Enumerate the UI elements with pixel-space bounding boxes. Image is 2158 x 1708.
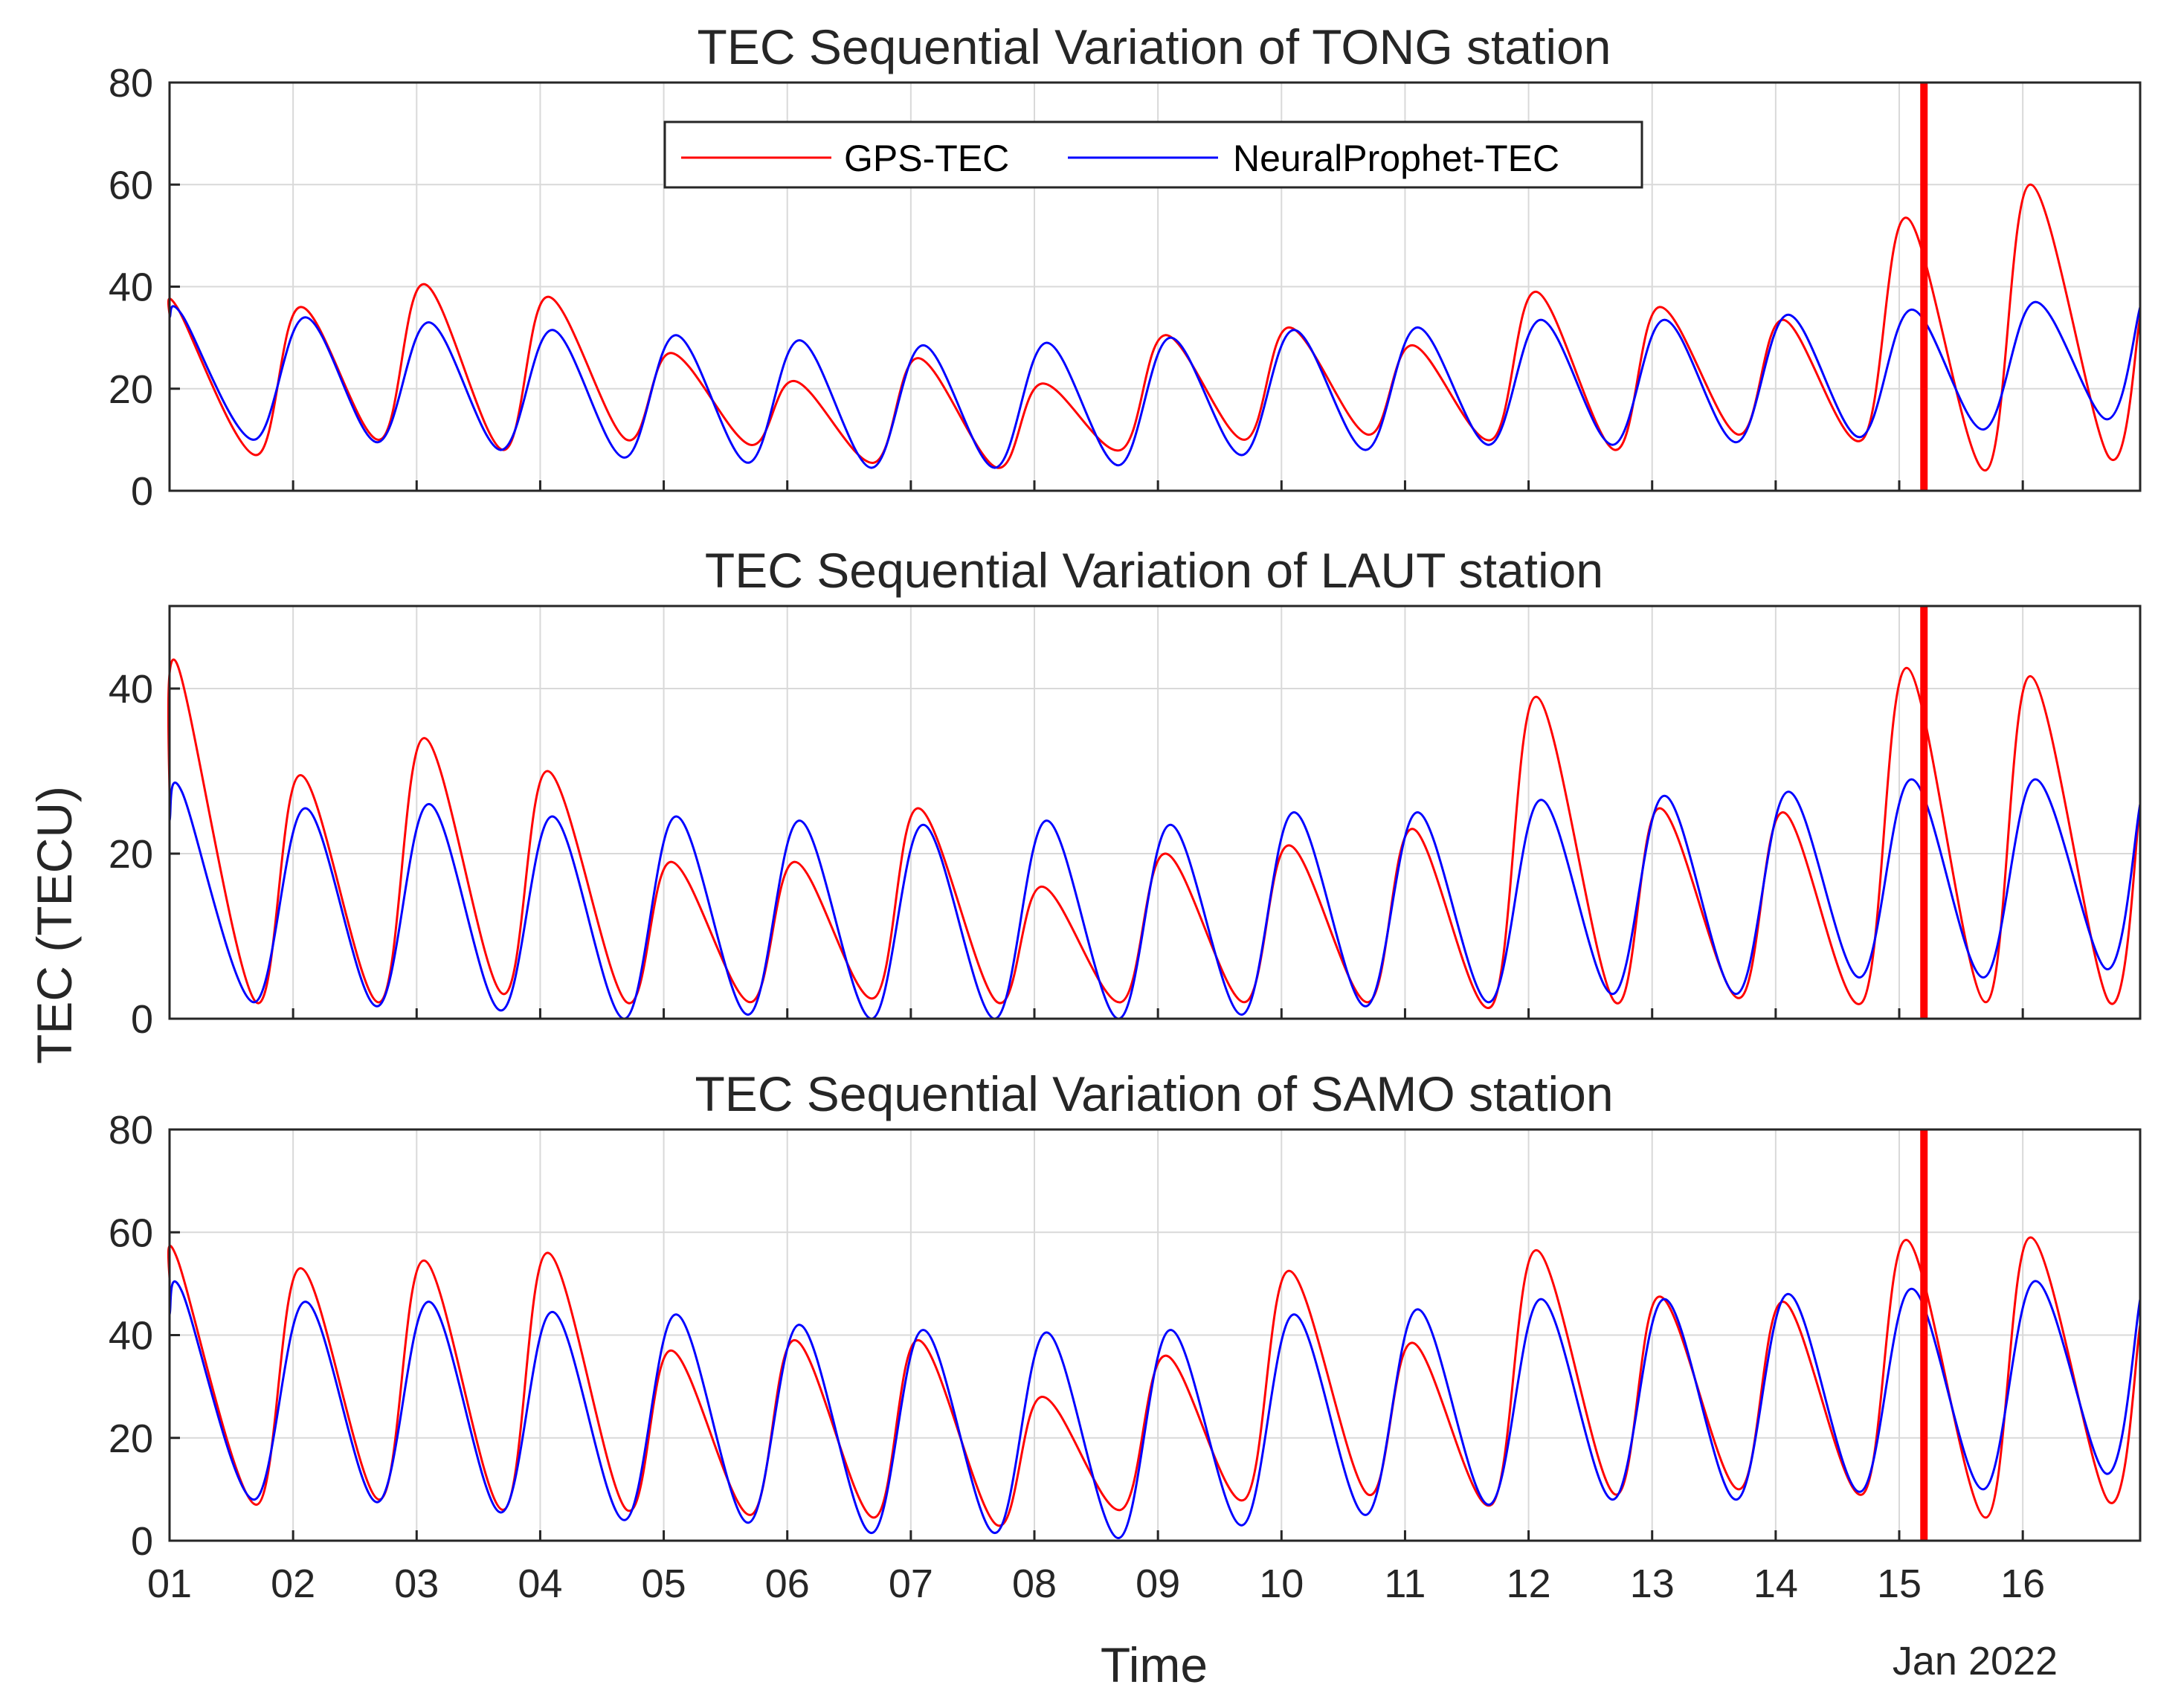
axes-frame-laut [168,605,2142,1020]
x-tick-label: 15 [1877,1562,1922,1606]
y-tick-labels-laut: 0 20 40 [109,667,153,1042]
x-tick-label: 09 [1136,1562,1180,1606]
y-tick-label: 0 [131,997,153,1042]
series-gps-tec [167,183,2142,471]
axes-box [168,1128,2142,1542]
x-tick-label: 12 [1507,1562,1551,1606]
x-tick-label: 08 [1012,1562,1057,1606]
y-tick-label: 20 [109,367,153,412]
legend-box [663,120,1643,189]
x-tick-label: 05 [642,1562,686,1606]
x-tick-label: 01 [147,1562,192,1606]
x-tick-label: 03 [394,1562,439,1606]
x-tick-label: 06 [765,1562,810,1606]
series-neuralprophet-tec [168,300,2142,469]
series-laut [167,606,2142,1020]
series-gps-tec [167,658,2142,1010]
y-tick-labels-tong: 0 20 40 60 80 [109,61,153,514]
legend-gps-label: GPS-TEC [844,138,1009,179]
x-axis-label: Time [1101,1637,1208,1692]
x-tick-label: 07 [889,1562,933,1606]
x-tick-label: 14 [1753,1562,1798,1606]
x-tick-label: 11 [1384,1562,1426,1606]
y-tick-label: 60 [109,163,153,207]
grid-laut [170,606,2140,1019]
x-tick-label: 16 [2000,1562,2045,1606]
x-tick-label: 02 [271,1562,315,1606]
y-tick-label: 20 [109,832,153,877]
panel-title-tong: TEC Sequential Variation of TONG station [698,19,1611,74]
series-tong [167,83,2142,491]
axes-box [168,605,2142,1020]
y-tick-label: 0 [131,469,153,514]
panel-tong: TEC Sequential Variation of TONG station… [109,19,2142,514]
panel-laut: TEC Sequential Variation of LAUT station… [109,543,2142,1042]
series-neuralprophet-tec [168,778,2142,1020]
panel-title-samo: TEC Sequential Variation of SAMO station [695,1066,1613,1121]
y-tick-label: 40 [109,265,153,310]
axes-frame-samo [168,1128,2142,1542]
panel-title-laut: TEC Sequential Variation of LAUT station [705,543,1603,598]
y-axis-label: TEC (TECU) [27,786,82,1064]
y-tick-label: 40 [109,1314,153,1359]
y-tick-label: 0 [131,1519,153,1564]
x-tick-label: 13 [1630,1562,1675,1606]
x-tick-label: 10 [1259,1562,1304,1606]
grid-samo [170,1129,2140,1541]
x-tick-label: 04 [518,1562,562,1606]
y-tick-label: 20 [109,1417,153,1461]
axes-box [168,81,2142,492]
panel-samo: TEC Sequential Variation of SAMO station… [109,1066,2142,1606]
series-neuralprophet-tec [168,1280,2142,1540]
y-tick-label: 80 [109,61,153,106]
x-tick-labels: 01 02 03 04 05 06 07 08 09 10 11 12 13 14 15 16 [147,1562,2045,1606]
y-tick-label: 60 [109,1211,153,1255]
legend-np-label: NeuralProphet-TEC [1233,138,1559,179]
legend: GPS-TEC NeuralProphet-TEC [663,120,1643,189]
y-tick-label: 40 [109,667,153,712]
series-samo [167,1129,2142,1541]
y-tick-labels-samo: 0 20 40 60 80 [109,1108,153,1564]
date-label: Jan 2022 [1893,1639,2058,1683]
axes-frame-tong [168,81,2142,492]
series-gps-tec [167,1236,2142,1527]
y-tick-label: 80 [109,1108,153,1153]
